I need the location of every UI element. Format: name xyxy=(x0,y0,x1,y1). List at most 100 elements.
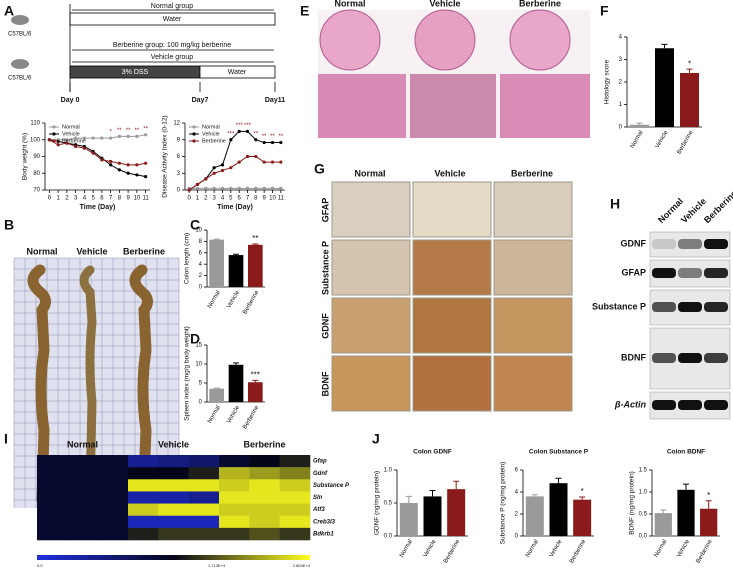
y-tick-label: 1.0 xyxy=(384,468,393,474)
group-label: Vehicle xyxy=(76,246,107,256)
bar xyxy=(630,124,649,127)
row-label: Sln xyxy=(313,495,323,501)
bar xyxy=(247,244,263,287)
zoom-image xyxy=(318,74,406,138)
series-line xyxy=(188,156,281,191)
row-label: GFAP xyxy=(320,198,330,223)
heat-cell xyxy=(219,527,250,541)
error-bar xyxy=(636,122,643,125)
x-axis-label: Time (Day) xyxy=(80,204,116,211)
y-axis-label: Spleen index (mg/g body weight) xyxy=(184,326,191,421)
x-tick-label: Vehicle xyxy=(676,538,691,558)
point xyxy=(229,186,233,190)
x-tick-label: 5 xyxy=(229,196,233,202)
ihc-images: Normal Vehicle Berberine GFAP Substance P… xyxy=(320,168,573,412)
x-tick-label: Berberine xyxy=(569,538,588,564)
point xyxy=(254,154,258,159)
point xyxy=(100,136,104,140)
point xyxy=(117,161,121,165)
legend-marker xyxy=(52,132,56,136)
y-tick-label: 70 xyxy=(33,188,40,194)
row-label: Gfap xyxy=(313,459,327,465)
heat-cell xyxy=(37,515,68,529)
bar xyxy=(525,496,544,536)
point xyxy=(74,136,78,140)
point xyxy=(144,133,148,137)
x-tick-label: Vehicle xyxy=(226,289,241,309)
y-tick-label: 6 xyxy=(177,154,181,160)
heat-cell xyxy=(97,479,129,492)
y-axis-label: GDNF (ng/mg protein) xyxy=(374,471,381,535)
he-images: Normal Vehicle Berberine xyxy=(318,0,590,138)
heat-cell xyxy=(67,515,98,529)
point xyxy=(237,129,241,133)
heat-cell xyxy=(97,515,129,529)
heat-cell xyxy=(158,467,189,480)
row-label: Gdnf xyxy=(313,471,328,477)
point xyxy=(245,154,250,159)
point xyxy=(144,161,148,165)
x-tick-label: 3 xyxy=(212,196,216,202)
point xyxy=(254,186,258,190)
heat-cell xyxy=(279,503,311,517)
colorbar-label: 1.713E+4 xyxy=(208,563,226,568)
x-tick-label: 8 xyxy=(254,196,258,202)
series-line xyxy=(49,139,146,178)
y-tick-label: 9 xyxy=(177,137,181,143)
heat-cell xyxy=(67,479,98,492)
error-bar xyxy=(705,500,712,509)
heat-cell xyxy=(249,467,280,480)
error-bar xyxy=(429,489,436,497)
annotation: *** xyxy=(251,370,260,379)
y-tick-label: 3 xyxy=(177,171,181,177)
y-tick-label: 6 xyxy=(199,250,203,256)
x-tick-label: Normal xyxy=(207,290,222,310)
heat-cell xyxy=(158,527,189,541)
group-label: Vehicle xyxy=(429,0,460,8)
heat-cell xyxy=(219,503,250,517)
point xyxy=(187,188,191,192)
point xyxy=(270,186,275,190)
point xyxy=(82,146,86,150)
ihc-image xyxy=(331,181,411,238)
annotation: * xyxy=(581,487,584,496)
point xyxy=(279,186,283,190)
heat-cell xyxy=(67,455,98,468)
group-label: Normal xyxy=(334,0,365,8)
y-tick-label: 10 xyxy=(195,228,202,234)
legend-label: Normal xyxy=(202,124,220,130)
heat-cell xyxy=(97,455,129,468)
annotation: * xyxy=(688,59,691,68)
panel-label: I xyxy=(4,431,8,447)
x-tick-label: 1 xyxy=(56,196,60,202)
water-bar xyxy=(199,65,276,79)
error-bar xyxy=(233,253,239,256)
point xyxy=(220,163,225,167)
point xyxy=(212,166,216,170)
panel-label: E xyxy=(300,3,309,19)
ihc-image xyxy=(493,355,573,412)
ihc-image xyxy=(331,355,411,412)
heat-cell xyxy=(128,503,159,517)
blot-band xyxy=(704,400,728,410)
point xyxy=(135,134,139,138)
point xyxy=(245,129,250,133)
ihc-image xyxy=(412,355,492,412)
y-tick-label: 6 xyxy=(515,468,519,474)
annotation: *** xyxy=(227,131,235,137)
y-axis-label: Substance P (ng/mg protein) xyxy=(500,462,507,545)
colorbar-label: 0.0 xyxy=(37,563,43,568)
y-tick-label: 5 xyxy=(199,381,203,387)
heat-cell xyxy=(219,491,250,504)
blot-band xyxy=(704,239,728,249)
row-label: Creb3l3 xyxy=(313,519,336,525)
y-tick-label: 0 xyxy=(515,534,519,540)
group-label: Berberine xyxy=(243,439,285,449)
ihc-image xyxy=(412,297,492,354)
error-bar xyxy=(213,387,220,389)
x-tick-label: Vehicle xyxy=(226,404,241,424)
y-tick-label: 1 xyxy=(619,102,623,108)
heat-cell xyxy=(128,479,159,492)
heat-cell xyxy=(37,527,68,541)
